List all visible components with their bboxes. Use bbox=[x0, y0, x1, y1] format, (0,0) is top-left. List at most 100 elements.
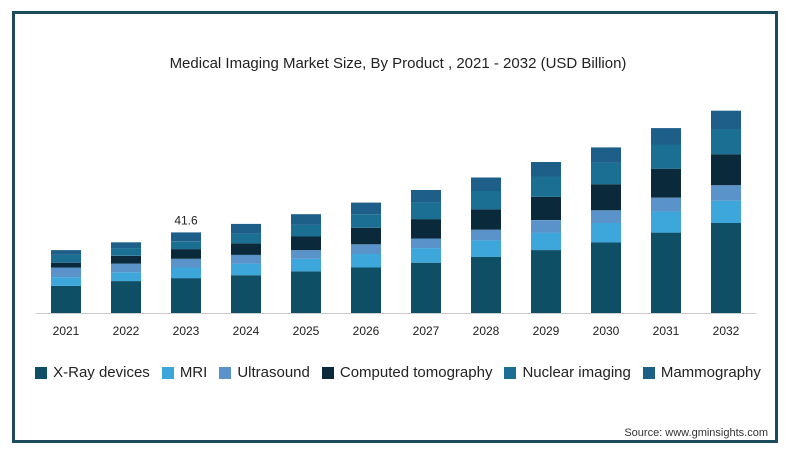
legend-swatch-computed-tomography bbox=[321, 366, 334, 379]
legend-swatch-mammography bbox=[642, 366, 655, 379]
bar-segment-2021-nuclear-imaging bbox=[51, 254, 81, 263]
bar-segment-2032-computed-tomography bbox=[711, 154, 741, 186]
bar-segment-2027-x-ray-devices bbox=[411, 262, 441, 313]
legend-item-x-ray-devices: X-Ray devices bbox=[35, 364, 150, 381]
bar-segment-2023-x-ray-devices bbox=[171, 278, 201, 313]
legend-swatch-ultrasound bbox=[219, 366, 232, 379]
bar-segment-2021-mri bbox=[51, 277, 81, 286]
bar-segment-2024-nuclear-imaging bbox=[231, 233, 261, 244]
bar-segment-2029-x-ray-devices bbox=[531, 250, 561, 313]
bar-segment-2030-nuclear-imaging bbox=[591, 162, 621, 185]
bar-segment-2021-mammography bbox=[51, 250, 81, 255]
x-tick-label-2028: 2028 bbox=[473, 324, 500, 338]
legend-item-ultrasound: Ultrasound bbox=[219, 364, 310, 381]
bar-segment-2031-mammography bbox=[651, 128, 681, 145]
bar-segment-2031-x-ray-devices bbox=[651, 232, 681, 313]
bar-segment-2029-ultrasound bbox=[531, 220, 561, 233]
bar-segment-2027-computed-tomography bbox=[411, 219, 441, 239]
x-tick-label-2025: 2025 bbox=[293, 324, 320, 338]
x-tick-label-2030: 2030 bbox=[593, 324, 620, 338]
legend-label-nuclear-imaging: Nuclear imaging bbox=[522, 364, 631, 381]
bar-segment-2024-mammography bbox=[231, 223, 261, 234]
bar-segment-2028-mri bbox=[471, 240, 501, 257]
bar-segment-2032-mri bbox=[711, 200, 741, 223]
bar-segment-2025-ultrasound bbox=[291, 250, 321, 259]
bar-segment-2024-computed-tomography bbox=[231, 243, 261, 255]
bar-segment-2030-mri bbox=[591, 223, 621, 243]
bar-segment-2026-mri bbox=[351, 253, 381, 268]
x-tick-label-2024: 2024 bbox=[233, 324, 260, 338]
bar-segment-2022-mammography bbox=[111, 242, 141, 249]
bar-segment-2032-mammography bbox=[711, 110, 741, 130]
legend-label-computed-tomography: Computed tomography bbox=[339, 364, 493, 381]
bar-segment-2030-computed-tomography bbox=[591, 184, 621, 211]
bar-segment-2026-ultrasound bbox=[351, 244, 381, 254]
legend-swatch-nuclear-imaging bbox=[504, 366, 517, 379]
bar-segment-2028-mammography bbox=[471, 177, 501, 192]
bar-segment-2025-mammography bbox=[291, 214, 321, 225]
bar-segment-2025-computed-tomography bbox=[291, 236, 321, 251]
bar-segment-2023-nuclear-imaging bbox=[171, 241, 201, 250]
bar-segment-2031-mri bbox=[651, 211, 681, 233]
bar-segment-2030-mammography bbox=[591, 147, 621, 163]
bar-segment-2031-computed-tomography bbox=[651, 168, 681, 198]
legend-item-nuclear-imaging: Nuclear imaging bbox=[504, 364, 631, 381]
bar-segment-2027-mri bbox=[411, 248, 441, 263]
bar-segment-2025-x-ray-devices bbox=[291, 271, 321, 313]
legend-item-mammography: Mammography bbox=[642, 364, 761, 381]
bar-segment-2028-computed-tomography bbox=[471, 209, 501, 230]
legend-swatch-mri bbox=[161, 366, 174, 379]
bar-segment-2021-x-ray-devices bbox=[51, 285, 81, 313]
bar-segment-2032-ultrasound bbox=[711, 185, 741, 201]
legend-item-mri: MRI bbox=[161, 364, 208, 381]
x-tick-label-2023: 2023 bbox=[173, 324, 200, 338]
legend-label-mammography: Mammography bbox=[660, 364, 761, 381]
bar-segment-2026-mammography bbox=[351, 202, 381, 215]
legend-label-x-ray-devices: X-Ray devices bbox=[53, 364, 150, 381]
bar-segment-2031-ultrasound bbox=[651, 197, 681, 212]
chart-title: Medical Imaging Market Size, By Product … bbox=[169, 55, 627, 72]
bar-segment-2030-ultrasound bbox=[591, 210, 621, 223]
bar-segment-2023-ultrasound bbox=[171, 258, 201, 268]
bar-segment-2023-computed-tomography bbox=[171, 249, 201, 259]
bar-segment-2029-mammography bbox=[531, 162, 561, 177]
legend-swatch-x-ray-devices bbox=[35, 366, 48, 379]
bar-segment-2029-mri bbox=[531, 232, 561, 250]
bar-segment-2021-ultrasound bbox=[51, 267, 81, 278]
legend-label-mri: MRI bbox=[179, 364, 208, 381]
bar-segment-2022-mri bbox=[111, 272, 141, 281]
bar-segment-2030-x-ray-devices bbox=[591, 242, 621, 313]
x-tick-label-2031: 2031 bbox=[653, 324, 680, 338]
bar-segment-2026-nuclear-imaging bbox=[351, 214, 381, 228]
bar-segment-2029-nuclear-imaging bbox=[531, 176, 561, 197]
x-tick-label-2026: 2026 bbox=[353, 324, 380, 338]
bar-segment-2024-ultrasound bbox=[231, 254, 261, 264]
bar-segment-2023-mammography bbox=[171, 232, 201, 242]
bar-segment-2026-x-ray-devices bbox=[351, 267, 381, 313]
bar-segment-2025-nuclear-imaging bbox=[291, 224, 321, 237]
bar-segment-2028-x-ray-devices bbox=[471, 256, 501, 313]
bar-segment-2031-nuclear-imaging bbox=[651, 144, 681, 169]
bar-segment-2028-nuclear-imaging bbox=[471, 191, 501, 210]
bar-segment-2024-mri bbox=[231, 263, 261, 276]
bar-segment-2025-mri bbox=[291, 258, 321, 272]
bar-segment-2026-computed-tomography bbox=[351, 227, 381, 245]
chart-legend: X-Ray devices MRI Ultrasound Computed tomog… bbox=[0, 364, 796, 381]
bar-segment-2027-mammography bbox=[411, 190, 441, 203]
x-tick-label-2032: 2032 bbox=[713, 324, 740, 338]
source-note: Source: www.gminsights.com bbox=[624, 427, 768, 439]
bar-segment-2022-computed-tomography bbox=[111, 255, 141, 264]
bar-segment-2023-mri bbox=[171, 267, 201, 279]
legend-item-computed-tomography: Computed tomography bbox=[321, 364, 493, 381]
x-tick-label-2021: 2021 bbox=[53, 324, 80, 338]
bar-segment-2032-nuclear-imaging bbox=[711, 129, 741, 155]
bar-segment-2024-x-ray-devices bbox=[231, 275, 261, 313]
bar-segment-2021-computed-tomography bbox=[51, 262, 81, 268]
bar-segment-2027-ultrasound bbox=[411, 238, 441, 249]
bar-segment-2029-computed-tomography bbox=[531, 196, 561, 220]
legend-label-ultrasound: Ultrasound bbox=[237, 364, 310, 381]
bar-segment-2032-x-ray-devices bbox=[711, 223, 741, 313]
x-tick-label-2027: 2027 bbox=[413, 324, 440, 338]
bar-segment-2022-ultrasound bbox=[111, 263, 141, 273]
